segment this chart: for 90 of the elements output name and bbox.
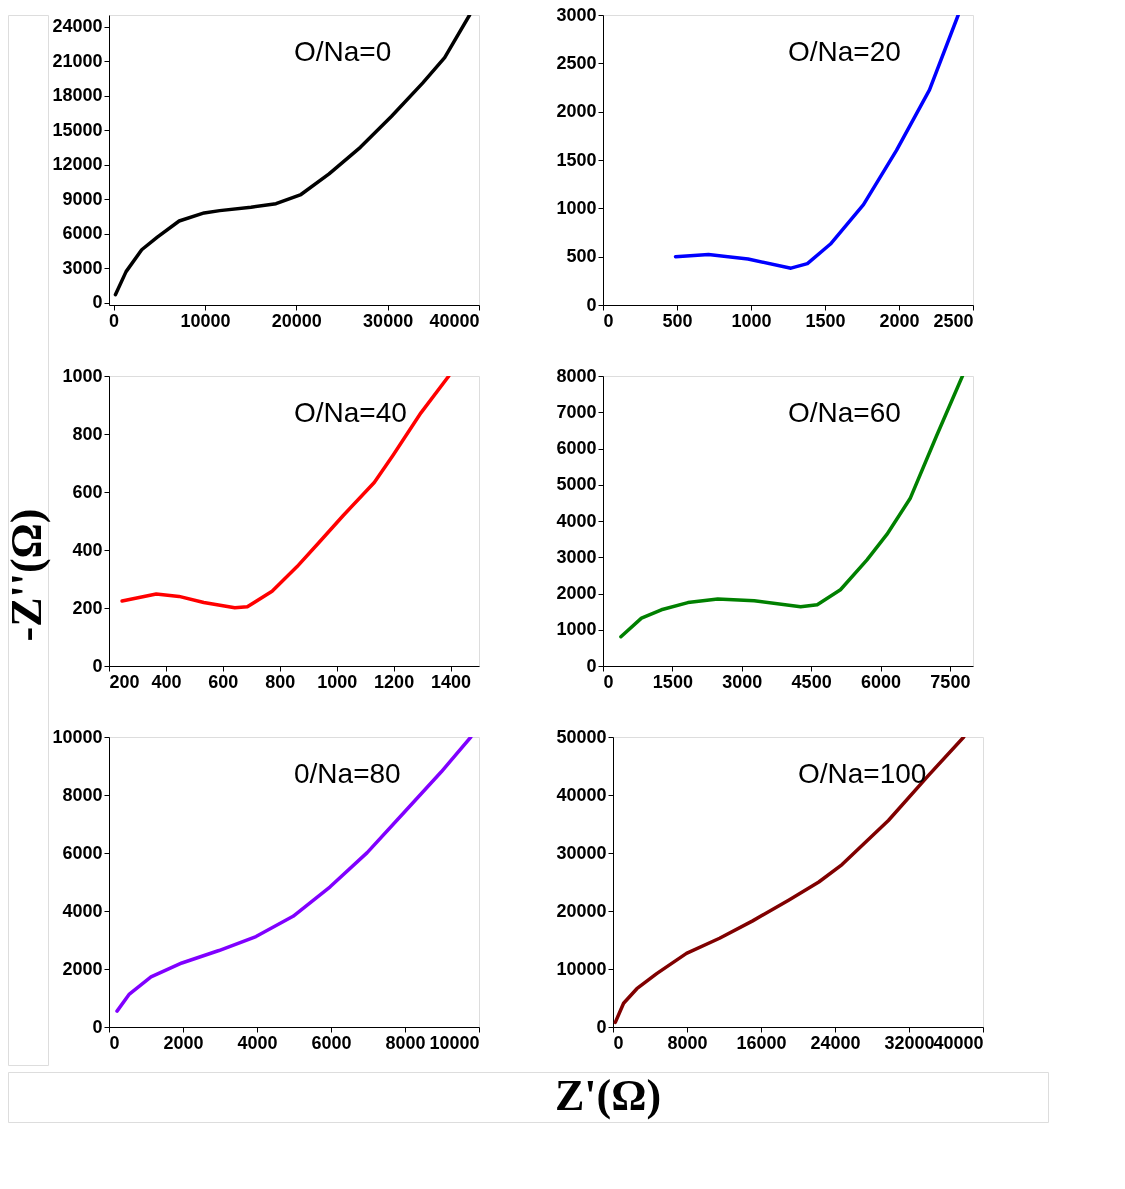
x-tick-label: 24000 — [810, 1032, 861, 1053]
y-tick-label: 40000 — [556, 784, 607, 805]
y-tick-label: 5000 — [556, 474, 597, 495]
annotation: O/Na=40 — [294, 396, 407, 428]
y-tick-label: 18000 — [52, 85, 103, 106]
y-tick-label: 0 — [92, 655, 103, 676]
y-tick-label: 1000 — [556, 619, 597, 640]
y-tick-label: 12000 — [52, 154, 103, 175]
x-tick-label: 8000 — [385, 1032, 426, 1053]
y-tick-label: 6000 — [62, 223, 103, 244]
y-tick-label: 30000 — [556, 842, 607, 863]
y-tick-label: 200 — [72, 597, 103, 618]
y-tick-label: 21000 — [52, 50, 103, 71]
annotation: O/Na=0 — [294, 35, 392, 67]
x-tick-label: 10000 — [429, 1032, 480, 1053]
x-tick-label: 20000 — [271, 310, 322, 331]
y-tick-label: 10000 — [52, 726, 103, 747]
y-tick-label: 15000 — [52, 119, 103, 140]
x-tick-label: 600 — [208, 671, 239, 692]
x-tick-label: 0 — [109, 1032, 120, 1053]
y-tick-label: 3000 — [556, 546, 597, 567]
x-tick-label: 2000 — [163, 1032, 204, 1053]
x-tick-label: 400 — [151, 671, 182, 692]
x-tick-label: 4000 — [237, 1032, 278, 1053]
y-tick-label: 3000 — [556, 4, 597, 25]
x-tick-label: 1000 — [731, 310, 772, 331]
y-tick-label: 400 — [72, 539, 103, 560]
y-tick-label: 600 — [72, 481, 103, 502]
line-series — [673, 15, 960, 270]
x-tick-label: 32000 — [884, 1032, 935, 1053]
line-series — [113, 15, 472, 297]
x-tick-label: 16000 — [736, 1032, 787, 1053]
x-tick-label: 7500 — [930, 671, 971, 692]
x-tick-label: 8000 — [667, 1032, 708, 1053]
y-axis-title: -Z''(Ω) — [2, 508, 51, 642]
y-tick-label: 800 — [72, 423, 103, 444]
x-tick-label: 800 — [265, 671, 296, 692]
y-tick-label: 8000 — [556, 365, 597, 386]
annotation: O/Na=60 — [788, 396, 901, 428]
line-series — [120, 376, 451, 610]
x-tick-label: 2000 — [879, 310, 920, 331]
x-tick-label: 4500 — [791, 671, 832, 692]
x-tick-label: 10000 — [180, 310, 231, 331]
y-tick-label: 500 — [566, 246, 597, 267]
y-tick-label: 4000 — [556, 510, 597, 531]
x-tick-label: 1400 — [431, 671, 472, 692]
annotation: O/Na=20 — [788, 35, 901, 67]
x-tick-label: 30000 — [363, 310, 414, 331]
y-tick-label: 2000 — [556, 101, 597, 122]
x-axis-title: Z'(Ω) — [554, 1071, 662, 1120]
y-tick-label: 1500 — [556, 149, 597, 170]
y-tick-label: 2000 — [556, 583, 597, 603]
x-tick-label: 40000 — [933, 1032, 984, 1053]
y-tick-label: 2000 — [62, 958, 103, 979]
y-tick-label: 50000 — [556, 726, 607, 747]
y-tick-label: 1000 — [62, 365, 103, 386]
x-tick-label: 1000 — [317, 671, 358, 692]
x-tick-label: 3000 — [722, 671, 763, 692]
y-tick-label: 9000 — [62, 188, 103, 209]
y-tick-label: 0 — [586, 655, 597, 676]
x-tick-label: 0 — [109, 310, 120, 331]
y-tick-label: 0 — [586, 294, 597, 315]
y-tick-label: 24000 — [52, 16, 103, 37]
y-tick-label: 0 — [92, 1016, 103, 1037]
x-tick-label: 6000 — [311, 1032, 352, 1053]
y-tick-label: 7000 — [556, 401, 597, 422]
annotation: O/Na=100 — [798, 757, 927, 789]
y-tick-label: 6000 — [62, 842, 103, 863]
x-tick-label: 2500 — [933, 310, 974, 331]
y-tick-label: 4000 — [62, 900, 103, 921]
y-tick-label: 3000 — [62, 257, 103, 278]
x-tick-label: 0 — [613, 1032, 624, 1053]
y-tick-label: 6000 — [556, 438, 597, 458]
y-tick-label: 20000 — [556, 900, 607, 921]
annotation: 0/Na=80 — [294, 757, 401, 789]
x-tick-label: 6000 — [860, 671, 902, 692]
line-series — [115, 737, 473, 1013]
x-tick-label: 1200 — [374, 671, 415, 692]
x-tick-label: 200 — [109, 671, 140, 692]
y-tick-label: 8000 — [62, 784, 103, 805]
y-tick-label: 10000 — [556, 958, 607, 979]
x-tick-label: 1500 — [805, 310, 846, 331]
y-tick-label: 2500 — [556, 52, 597, 73]
x-tick-label: 500 — [662, 310, 693, 331]
line-series — [619, 376, 965, 639]
x-tick-label: 1500 — [652, 671, 693, 692]
y-tick-label: 0 — [92, 292, 103, 313]
y-tick-label: 1000 — [556, 197, 597, 218]
y-tick-label: 0 — [596, 1016, 607, 1037]
x-tick-label: 40000 — [429, 310, 480, 331]
